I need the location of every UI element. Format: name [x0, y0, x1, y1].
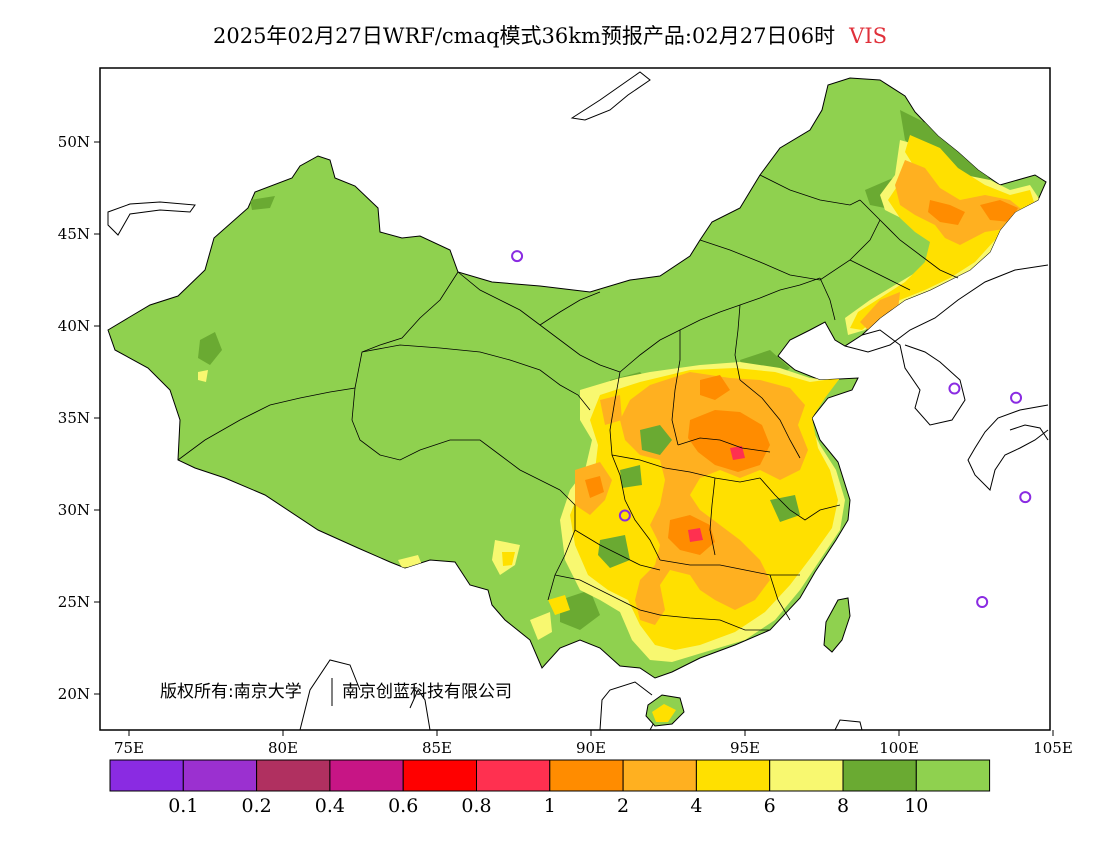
legend-label: 0.1	[168, 795, 198, 817]
legend-label: 6	[764, 795, 776, 817]
color-legend: 0.1 0.2 0.4 0.6 0.8 1 2 4 6 8 10	[109, 759, 991, 817]
station-marker	[1088, 349, 1098, 359]
copyright-block: 版权所有:南京大学 南京创蓝科技有限公司	[160, 678, 512, 706]
copyright-owner: 版权所有:南京大学	[160, 682, 302, 702]
lat-tick-label: 40N	[58, 317, 90, 335]
taiwan-island	[823, 597, 851, 653]
hainan-haze	[652, 704, 676, 722]
legend-label: 0.6	[388, 795, 418, 817]
legend-swatch	[402, 759, 478, 792]
lon-tick-label: 90E	[576, 739, 606, 757]
copyright-company: 南京创蓝科技有限公司	[342, 682, 512, 702]
station-marker	[618, 509, 631, 522]
station-marker	[1094, 512, 1100, 522]
title-variable: VIS	[849, 24, 888, 48]
station-marker	[1019, 491, 1032, 504]
lon-tick-label: 105E	[1033, 739, 1073, 757]
station-marker	[1010, 391, 1023, 404]
legend-swatch	[182, 759, 258, 792]
lon-tick-label: 75E	[114, 739, 144, 757]
legend-label: 1	[544, 795, 556, 817]
lat-tick-label: 25N	[58, 593, 90, 611]
station-marker	[976, 596, 989, 608]
lat-tick-label: 30N	[58, 501, 90, 519]
latitude-axis: 50N 45N 40N 35N 30N 25N 20N	[58, 133, 100, 703]
lat-tick-label: 45N	[58, 225, 90, 243]
legend-swatch	[329, 759, 404, 792]
legend-swatch	[476, 759, 551, 792]
legend-label: 0.2	[241, 795, 271, 817]
lon-tick-label: 85E	[422, 739, 452, 757]
title-main: 2025年02月27日WRF/cmaq模式36km预报产品:02月27日06时	[212, 24, 836, 48]
lon-tick-label: 80E	[268, 739, 298, 757]
legend-label: 8	[837, 795, 849, 817]
legend-label: 0.4	[315, 795, 345, 817]
legend-swatch	[256, 759, 331, 792]
legend-label: 0.8	[461, 795, 491, 817]
legend-swatch	[109, 759, 184, 792]
map-title: 2025年02月27日WRF/cmaq模式36km预报产品:02月27日06时 V…	[0, 20, 1100, 50]
station-marker	[511, 250, 524, 263]
legend-swatch	[549, 759, 624, 792]
station-markers	[511, 250, 1100, 608]
legend-swatch	[842, 759, 917, 792]
lon-tick-label: 95E	[730, 739, 760, 757]
legend-swatch	[695, 759, 771, 792]
legend-label: 10	[904, 795, 928, 817]
legend-swatch	[622, 759, 697, 792]
legend-label: 2	[617, 795, 629, 817]
longitude-axis: 75E80E85E90E95E100E105E110E115E120E125E1…	[114, 730, 1073, 757]
station-marker	[948, 382, 961, 395]
province-boundaries	[177, 174, 959, 631]
lat-tick-label: 50N	[58, 133, 90, 151]
coastlines	[107, 71, 1049, 730]
lat-tick-label: 20N	[58, 685, 90, 703]
lat-tick-label: 35N	[58, 409, 90, 427]
legend-label: 4	[690, 795, 702, 817]
lon-tick-label: 100E	[879, 739, 919, 757]
legend-swatch	[769, 759, 844, 792]
legend-swatch	[915, 759, 991, 792]
